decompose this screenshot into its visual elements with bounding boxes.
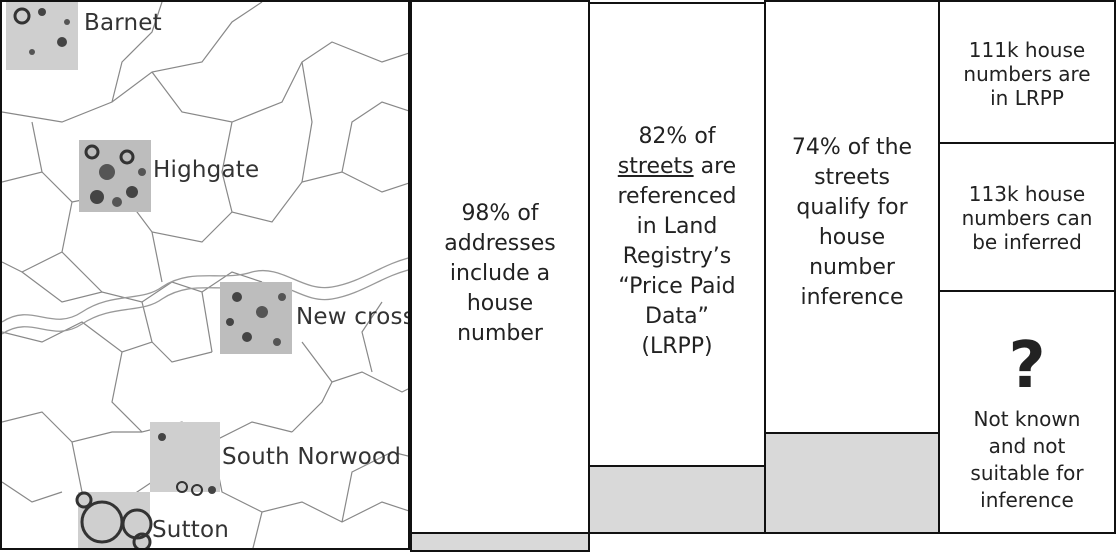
text-line: 111k house	[968, 38, 1086, 62]
label-sutton: Sutton	[152, 517, 230, 543]
column-addresses: 98% of addresses include a house number	[410, 0, 590, 552]
text-line: streets	[814, 165, 890, 190]
text-line: number	[809, 255, 895, 280]
underlined-word: streets	[617, 154, 694, 179]
text-line: number	[457, 321, 543, 346]
london-map: Barnet Highgate New cross South Norwood …	[0, 0, 410, 550]
sutton-sample	[75, 491, 153, 548]
text-line: 82% of	[638, 124, 716, 149]
box-unknown-text: Not known and not suitable for inference	[940, 406, 1114, 514]
text-line: numbers can	[961, 206, 1093, 230]
text-line: numbers are	[963, 62, 1091, 86]
text-fragment: are	[693, 154, 737, 179]
new-cross-sample	[220, 282, 292, 354]
text-line: inference	[980, 488, 1074, 512]
gray-remainder	[412, 532, 588, 550]
label-barnet: Barnet	[84, 10, 162, 36]
text-line: 98% of	[461, 201, 539, 226]
column-streets-lrpp: 82% of streets are referenced in Land Re…	[588, 2, 766, 534]
text-line: suitable for	[970, 461, 1084, 485]
text-line: in LRPP	[990, 86, 1064, 110]
text-line: house	[466, 291, 534, 316]
text-line: Registry’s	[622, 244, 732, 269]
text-line: include a	[449, 261, 551, 286]
text-line: in Land	[636, 214, 718, 239]
text-line: “Price Paid	[618, 274, 736, 299]
box-inferred: 113k house numbers can be inferred	[938, 142, 1116, 292]
text-line: 74% of the	[791, 135, 913, 160]
highgate-sample	[79, 140, 151, 212]
label-new-cross: New cross	[296, 304, 410, 330]
question-mark-icon: ?	[1008, 329, 1046, 403]
text-line: and not	[988, 434, 1066, 458]
gray-remainder	[590, 465, 764, 532]
gray-remainder	[766, 432, 938, 532]
text-line: referenced	[617, 184, 737, 209]
text-line: inference	[800, 285, 904, 310]
column-addresses-text: 98% of addresses include a house number	[412, 199, 588, 349]
label-south-norwood: South Norwood	[222, 444, 402, 470]
column-inference: 74% of the streets qualify for house num…	[764, 0, 940, 534]
text-line: Not known	[973, 407, 1081, 431]
box-in-lrpp-text: 111k house numbers are in LRPP	[940, 38, 1114, 110]
column-inference-text: 74% of the streets qualify for house num…	[766, 133, 938, 313]
text-line: (LRPP)	[641, 334, 713, 359]
text-line: qualify for	[796, 195, 908, 220]
borough-boundaries	[2, 2, 408, 548]
text-line: streets are	[590, 152, 764, 182]
text-line: addresses	[444, 231, 556, 256]
barnet-sample	[6, 2, 78, 70]
column-streets-lrpp-text: 82% of streets are referenced in Land Re…	[590, 122, 764, 362]
text-line: be inferred	[972, 230, 1082, 254]
text-line: 113k house	[968, 182, 1086, 206]
label-highgate: Highgate	[153, 157, 260, 183]
south-norwood-sample	[150, 422, 220, 496]
box-inferred-text: 113k house numbers can be inferred	[940, 182, 1114, 254]
text-line: Data”	[645, 304, 709, 329]
box-unknown: ? Not known and not suitable for inferen…	[938, 290, 1116, 534]
box-in-lrpp: 111k house numbers are in LRPP	[938, 0, 1116, 144]
text-line: house	[818, 225, 886, 250]
